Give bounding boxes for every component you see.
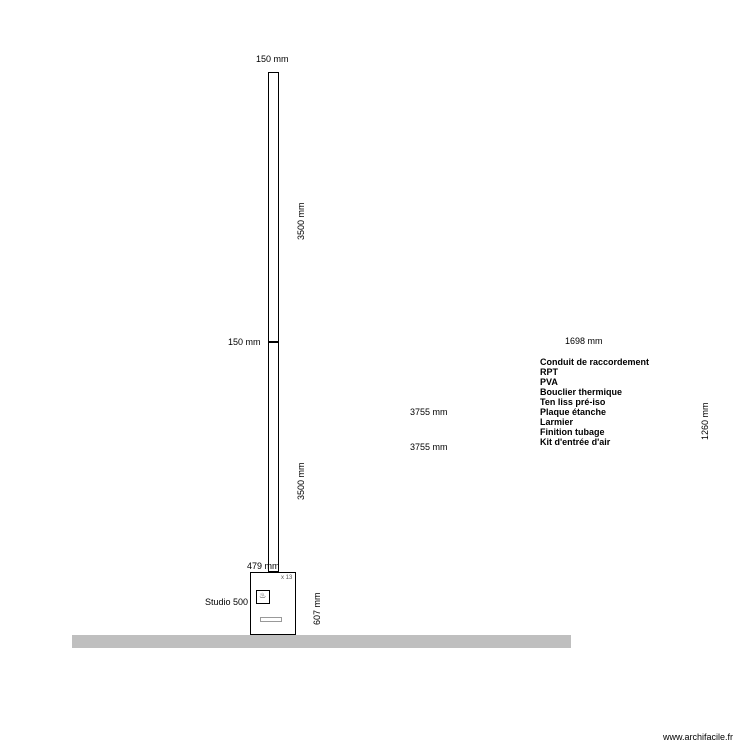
list-item: Ten liss pré-iso [540,397,649,407]
stove-tick-label: x 13 [281,575,292,581]
stove-model-label: Studio 500 [205,597,248,607]
list-item: Larmier [540,417,649,427]
list-item: Conduit de raccordement [540,357,649,367]
flame-icon: ♨ [259,592,266,600]
dim-lower-length: 3500 mm [296,462,306,500]
flue-upper-segment [268,72,279,342]
list-item: Kit d'entrée d'air [540,437,649,447]
list-item: RPT [540,367,649,377]
dim-upper-length: 3500 mm [296,202,306,240]
dim-right-length: 1260 mm [700,402,710,440]
parts-list: Conduit de raccordement RPT PVA Bouclier… [540,357,649,447]
flue-lower-segment [268,342,279,572]
dim-top-width: 150 mm [256,54,289,64]
dim-mid-width: 150 mm [228,337,261,347]
list-item: Plaque étanche [540,407,649,417]
dim-right-top: 1698 mm [565,336,603,346]
list-item: Finition tubage [540,427,649,437]
floor-slab [72,635,571,648]
list-item: PVA [540,377,649,387]
stove-air-slot [260,617,282,622]
dim-stove-height: 607 mm [312,592,322,625]
list-item: Bouclier thermique [540,387,649,397]
dim-mid-1: 3755 mm [410,407,448,417]
footer-link[interactable]: www.archifacile.fr [663,732,733,742]
dim-bottom-width: 479 mm [247,561,280,571]
dim-mid-2: 3755 mm [410,442,448,452]
